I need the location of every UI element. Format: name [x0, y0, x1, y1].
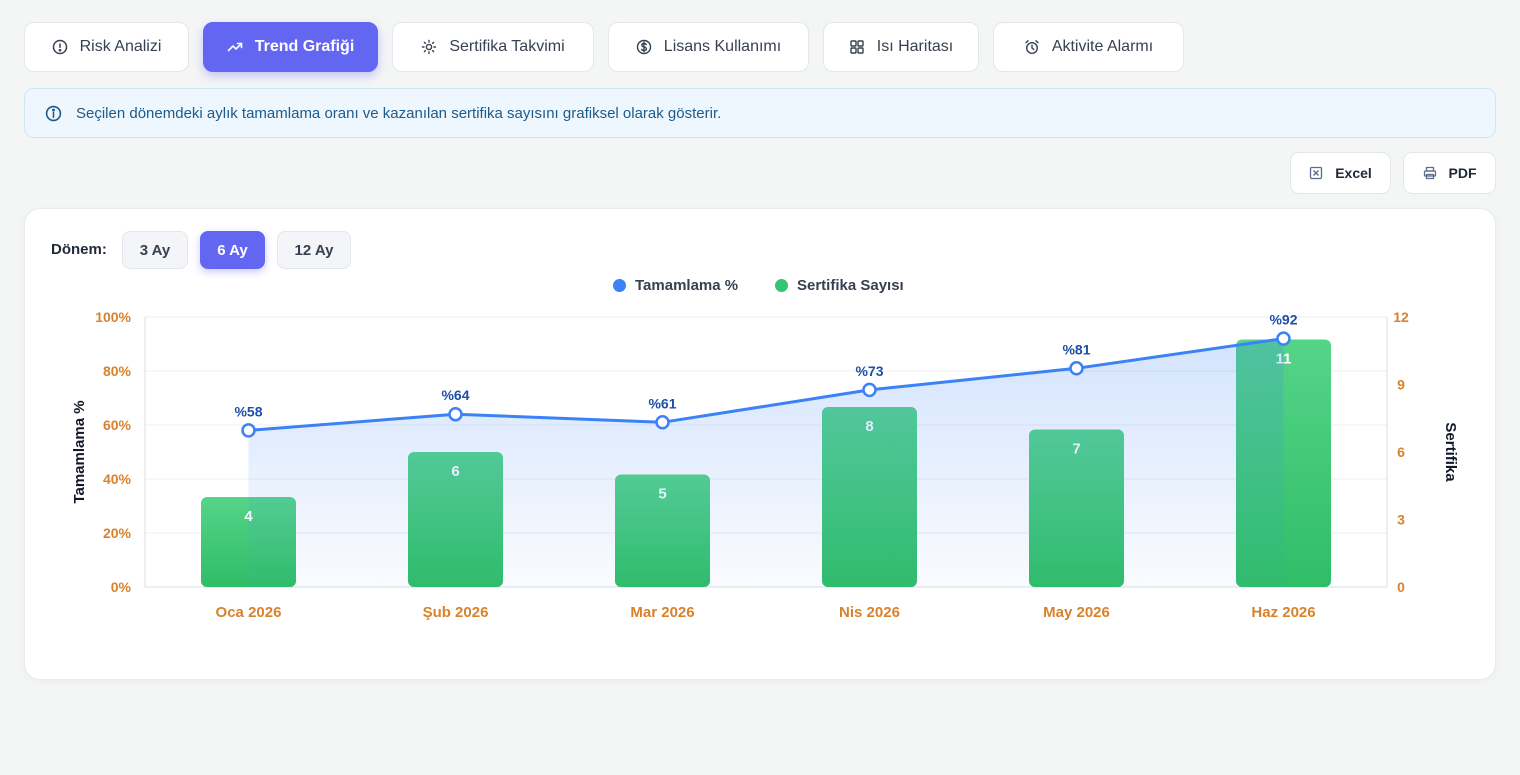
- period-12-ay-button[interactable]: 12 Ay: [277, 231, 351, 269]
- left-tick-label: 80%: [103, 363, 132, 379]
- info-icon: [45, 105, 62, 121]
- left-tick-label: 60%: [103, 417, 132, 433]
- line-tamamlama: [248, 337, 1284, 432]
- tab-label: Sertifika Takvimi: [449, 38, 565, 55]
- left-tick-label: 40%: [103, 471, 132, 487]
- x-tick-label: Oca 2026: [216, 604, 282, 621]
- excel-label: Excel: [1335, 165, 1372, 181]
- period-label: Dönem:: [51, 241, 107, 258]
- alert-circle-icon: [52, 39, 67, 55]
- line-point: [862, 382, 877, 398]
- tab-lisans-kullanimi[interactable]: Lisans Kullanımı: [608, 22, 809, 72]
- tab-aktivite-alarmi[interactable]: Aktivite Alarmı: [993, 22, 1184, 72]
- line-value-label: %73: [855, 363, 883, 379]
- tab-label: Risk Analizi: [79, 38, 162, 55]
- line-point: [448, 406, 463, 422]
- left-axis-title: Tamamlama %: [71, 400, 88, 503]
- pdf-label: PDF: [1448, 165, 1477, 181]
- legend-item-sertifika[interactable]: Sertifika Sayısı: [775, 277, 904, 294]
- tab-isi-haritasi[interactable]: Isı Haritası: [823, 22, 979, 72]
- legend-dot-bar: [775, 279, 788, 292]
- line-value-label: %92: [1269, 312, 1297, 328]
- tab-trend-grafigi[interactable]: Trend Grafiği: [203, 22, 378, 72]
- left-tick-label: 100%: [95, 309, 131, 325]
- x-tick-label: Nis 2026: [839, 604, 900, 621]
- info-text: Seçilen dönemdeki aylık tamamlama oranı …: [76, 104, 722, 122]
- legend-label: Sertifika Sayısı: [797, 277, 904, 294]
- tab-label: Aktivite Alarmı: [1051, 38, 1154, 55]
- right-axis-title: Sertifika: [1442, 422, 1459, 482]
- excel-file-icon: [1310, 166, 1323, 180]
- right-tick-label: 3: [1397, 512, 1405, 528]
- tab-label: Lisans Kullanımı: [663, 38, 782, 55]
- excel-export-button[interactable]: Excel: [1290, 152, 1391, 194]
- line-point: [1069, 361, 1084, 376]
- line-point: [1276, 331, 1291, 346]
- grid-icon: [850, 40, 864, 54]
- chart-legend: Tamamlama % Sertifika Sayısı: [0, 277, 1520, 297]
- pdf-export-button[interactable]: PDF: [1403, 152, 1496, 194]
- x-tick-label: Mar 2026: [630, 604, 694, 621]
- line-value-label: %61: [648, 395, 676, 411]
- x-tick-label: Şub 2026: [423, 604, 489, 621]
- tab-risk-analizi[interactable]: Risk Analizi: [24, 22, 189, 72]
- trending-up-icon: [227, 42, 243, 52]
- line-value-label: %64: [441, 387, 469, 403]
- left-tick-label: 20%: [103, 525, 132, 541]
- right-tick-label: 12: [1393, 309, 1409, 325]
- line-value-label: %81: [1062, 341, 1090, 357]
- period-6-ay-button[interactable]: 6 Ay: [200, 231, 265, 269]
- alarm-clock-icon: [1025, 40, 1039, 55]
- period-3-ay-button[interactable]: 3 Ay: [122, 231, 188, 269]
- tab-label: Trend Grafiği: [254, 38, 355, 55]
- trend-chart: 0% 20% 40% 60% 80% 100% 0 3 6 9 12 Tamamlama % Serti…: [71, 309, 1459, 621]
- right-tick-label: 6: [1397, 444, 1405, 460]
- legend-label: Tamamlama %: [635, 277, 739, 294]
- right-tick-label: 9: [1397, 377, 1405, 393]
- line-point: [241, 423, 256, 438]
- sun-icon: [422, 39, 437, 55]
- printer-icon: [1423, 166, 1436, 180]
- legend-item-tamamlama[interactable]: Tamamlama %: [613, 277, 738, 294]
- tab-label: Isı Haritası: [876, 38, 954, 55]
- legend-dot-line: [613, 279, 626, 292]
- line-point: [655, 415, 670, 430]
- dollar-circle-icon: [636, 39, 651, 55]
- right-tick-label: 0: [1397, 579, 1405, 595]
- left-tick-label: 0%: [111, 579, 132, 595]
- line-area-fill: [248, 338, 1284, 587]
- x-tick-label: Haz 2026: [1251, 604, 1315, 621]
- info-banner: Seçilen dönemdeki aylık tamamlama oranı …: [24, 88, 1496, 138]
- line-value-label: %58: [234, 403, 262, 419]
- x-tick-label: May 2026: [1043, 604, 1110, 621]
- tab-sertifika-takvimi[interactable]: Sertifika Takvimi: [392, 22, 594, 72]
